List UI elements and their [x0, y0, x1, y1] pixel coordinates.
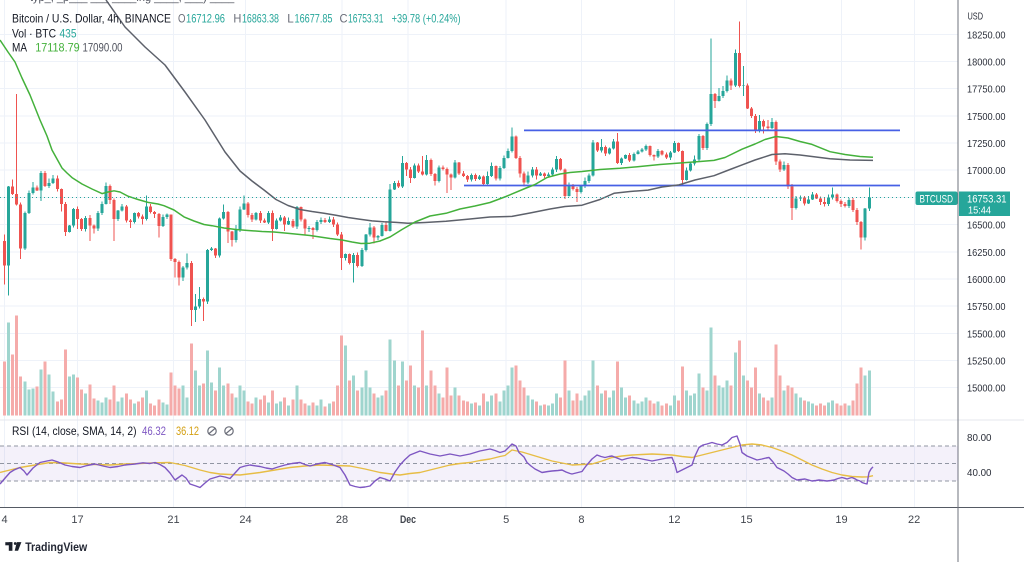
svg-text:17: 17 [71, 514, 83, 526]
svg-text:46.32: 46.32 [142, 424, 166, 438]
svg-text:435: 435 [60, 27, 77, 41]
svg-text:O: O [178, 11, 186, 25]
svg-text:16863.38: 16863.38 [242, 11, 279, 25]
svg-text:80.00: 80.00 [967, 432, 992, 444]
svg-text:17090.00: 17090.00 [83, 40, 123, 54]
svg-text:5: 5 [503, 514, 509, 526]
svg-text:16677.85: 16677.85 [295, 11, 333, 25]
svg-text:18250.00: 18250.00 [967, 29, 1006, 41]
svg-text:RSI (14, close, SMA, 14, 2): RSI (14, close, SMA, 14, 2) [12, 424, 137, 438]
svg-text:L: L [287, 11, 294, 25]
svg-text:BTCUSD: BTCUSD [920, 193, 954, 205]
svg-text:36.12: 36.12 [176, 424, 199, 438]
svg-text:22: 22 [908, 514, 920, 526]
svg-text:17000.00: 17000.00 [967, 165, 1006, 177]
svg-text:16500.00: 16500.00 [967, 220, 1006, 232]
svg-text:Bitcoin / U.S. Dollar, 4h, BIN: Bitcoin / U.S. Dollar, 4h, BINANCE [12, 11, 171, 25]
svg-text:40.00: 40.00 [967, 467, 992, 479]
svg-text:16712.96: 16712.96 [186, 11, 225, 25]
svg-text:18000.00: 18000.00 [967, 57, 1006, 69]
svg-text:19: 19 [835, 514, 847, 526]
svg-text:typ_, _p___ ___ ____ing ____,: typ_, _p___ ___ ____ing ____, ___) ____ [30, 0, 235, 4]
svg-text:17118.79: 17118.79 [35, 40, 80, 54]
svg-text:Vol · BTC: Vol · BTC [12, 27, 56, 41]
svg-text:USD: USD [968, 10, 984, 22]
svg-text:TradingView: TradingView [25, 540, 88, 554]
svg-text:4: 4 [1, 514, 7, 526]
svg-text:15750.00: 15750.00 [967, 301, 1006, 313]
svg-text:21: 21 [167, 514, 179, 526]
svg-text:C: C [340, 11, 348, 25]
svg-text:17750.00: 17750.00 [967, 84, 1006, 96]
svg-text:15: 15 [740, 514, 752, 526]
svg-text:16753.31: 16753.31 [348, 11, 384, 25]
svg-text:24: 24 [239, 514, 251, 526]
svg-text:17500.00: 17500.00 [967, 111, 1006, 123]
svg-text:17250.00: 17250.00 [967, 138, 1006, 150]
svg-text:15500.00: 15500.00 [967, 328, 1006, 340]
svg-text:H: H [233, 11, 241, 25]
svg-text:28: 28 [336, 514, 348, 526]
svg-text:15000.00: 15000.00 [967, 383, 1006, 395]
svg-text:15250.00: 15250.00 [967, 356, 1006, 368]
svg-text:16250.00: 16250.00 [967, 247, 1006, 259]
svg-text:16000.00: 16000.00 [967, 274, 1006, 286]
svg-text:Dec: Dec [400, 514, 416, 526]
svg-text:15:44: 15:44 [968, 205, 991, 217]
svg-text:MA: MA [12, 40, 27, 54]
svg-text:12: 12 [668, 514, 680, 526]
svg-text:+39.78 (+0.24%): +39.78 (+0.24%) [392, 11, 461, 25]
svg-text:16753.31: 16753.31 [967, 193, 1007, 205]
svg-text:8: 8 [578, 514, 584, 526]
